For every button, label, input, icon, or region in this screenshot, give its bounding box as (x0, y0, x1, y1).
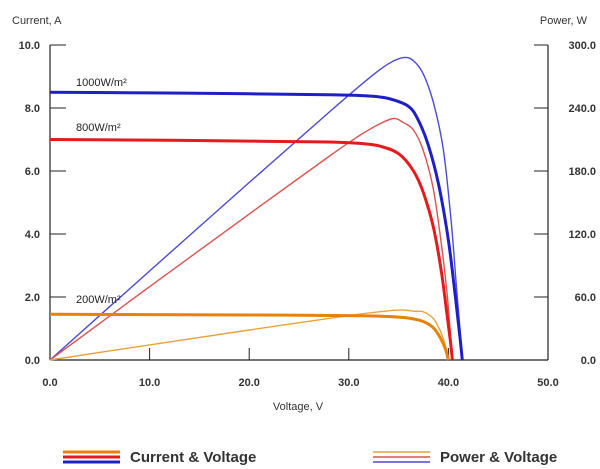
x-tick-label: 30.0 (338, 377, 359, 389)
legend-label-power-voltage: Power & Voltage (440, 449, 557, 466)
y-right-tick-label: 0.0 (581, 355, 596, 367)
curve-layer (49, 56, 464, 361)
x-tick-label: 40.0 (438, 377, 459, 389)
y-left-tick-label: 8.0 (25, 103, 40, 115)
legend-label-current-voltage: Current & Voltage (130, 449, 256, 466)
y-left-axis-title: Current, A (12, 15, 62, 27)
irradiance-label-1000: 1000W/m² (76, 77, 127, 89)
y-right-tick-label: 240.0 (568, 103, 596, 115)
legend: Current & Voltage Power & Voltage (63, 449, 557, 466)
y-right-tick-label: 60.0 (575, 292, 596, 304)
power-curve-1000 (49, 56, 463, 361)
axis-ticks: 0.0 10.0 20.0 30.0 40.0 50.0 0.0 2.0 4.0 6.0 8.0 10… (19, 40, 596, 389)
y-right-axis-title: Power, W (540, 15, 588, 27)
y-left-tick-label: 10.0 (19, 40, 40, 52)
y-left-tick-label: 6.0 (25, 166, 40, 178)
legend-item-power-voltage: Power & Voltage (373, 449, 557, 466)
x-tick-label: 20.0 (238, 377, 259, 389)
y-right-tick-label: 300.0 (568, 40, 596, 52)
current-curve-1000 (49, 90, 464, 361)
current-curve-800 (49, 138, 454, 361)
irradiance-label-200: 200W/m² (76, 294, 121, 306)
y-left-tick-label: 4.0 (25, 229, 40, 241)
irradiance-label-800: 800W/m² (76, 122, 121, 134)
power-curve-800 (49, 117, 454, 361)
y-right-tick-label: 180.0 (568, 166, 596, 178)
y-right-tick-label: 120.0 (568, 229, 596, 241)
x-axis-title: Voltage, V (273, 401, 324, 413)
current-curve-200 (49, 312, 450, 361)
y-left-tick-label: 2.0 (25, 292, 40, 304)
x-tick-label: 10.0 (139, 377, 160, 389)
x-tick-label: 0.0 (42, 377, 57, 389)
x-tick-label: 50.0 (537, 377, 558, 389)
power-curve-200 (49, 309, 450, 361)
y-left-tick-label: 0.0 (25, 355, 40, 367)
legend-item-current-voltage: Current & Voltage (63, 449, 256, 466)
